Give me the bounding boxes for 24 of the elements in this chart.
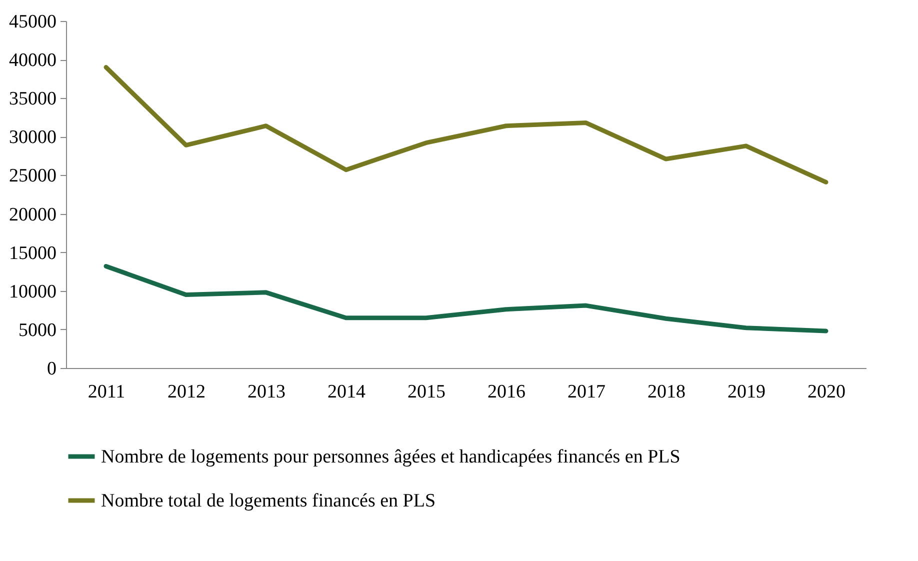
y-tick-label: 0 [47,358,56,380]
x-tick-label: 2016 [488,382,526,402]
y-tick-label: 45000 [9,12,56,32]
y-tick-label: 25000 [9,166,56,187]
x-tick-label: 2018 [648,382,686,402]
x-tick-label: 2015 [408,382,446,402]
x-tick-label: 2013 [248,382,286,402]
y-tick-label: 30000 [9,127,56,148]
x-tick-label: 2019 [728,382,766,402]
x-tick-label: 2017 [568,382,606,402]
y-tick-label: 10000 [9,281,56,302]
x-tick-label: 2014 [328,382,366,402]
y-tick-label: 20000 [9,204,56,226]
line-series [104,264,828,334]
y-tick-label: 15000 [9,242,56,264]
x-tick-label: 2012 [168,382,206,402]
line-series [104,65,828,184]
legend-label: Nombre de logements pour personnes âgées et handicapées financés en PLS [101,446,680,468]
y-tick-label: 35000 [9,88,56,110]
x-tick-label: 2011 [88,382,126,402]
x-tick-label: 2020 [808,382,846,402]
y-tick-label: 5000 [18,320,56,341]
y-tick-label: 40000 [9,50,56,72]
legend-label: Nombre total de logements financés en PLS [101,490,436,512]
